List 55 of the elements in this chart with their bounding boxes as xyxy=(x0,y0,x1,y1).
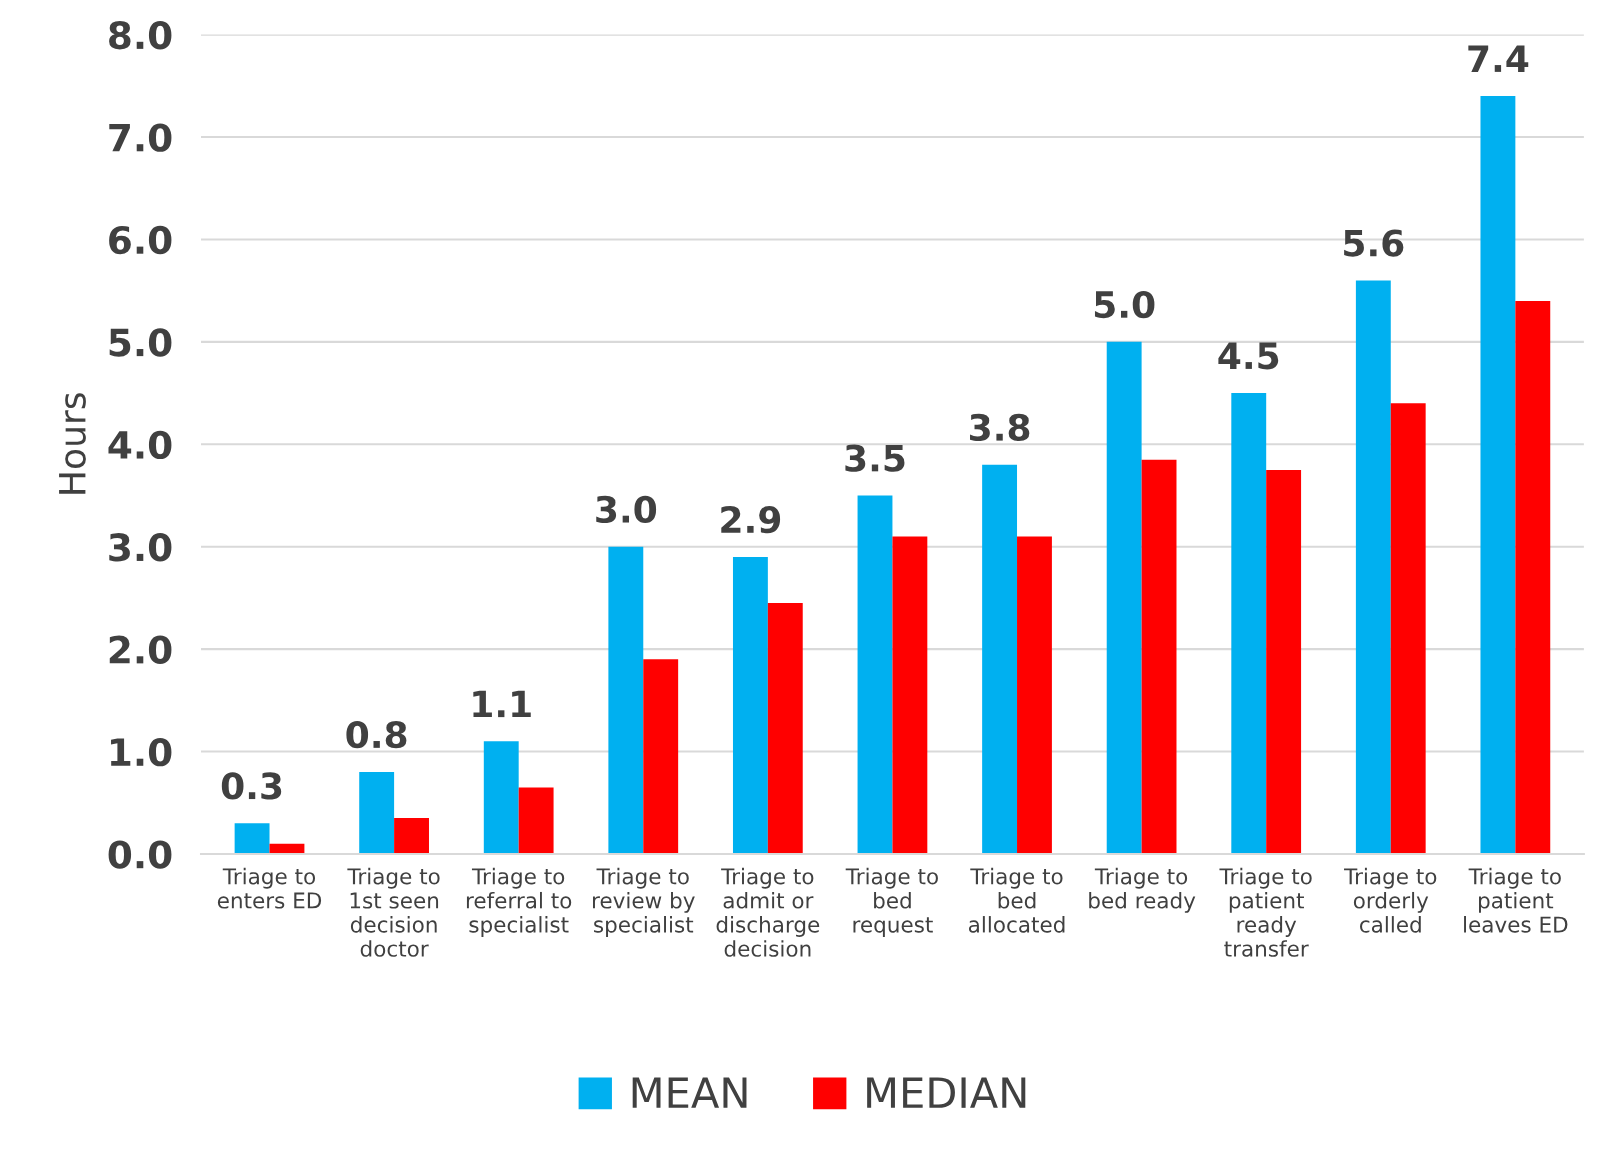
x-tick-label: Triage to bed allocated xyxy=(968,867,1065,933)
bar xyxy=(234,823,270,854)
y-tick-label: 6.0 xyxy=(109,225,172,255)
y-tick-label: 7.0 xyxy=(109,123,172,152)
bar xyxy=(1355,280,1391,854)
x-tick-label: Triage to patient leaves ED xyxy=(1464,867,1568,933)
y-tick-label: 0.0 xyxy=(108,840,172,869)
data-label: 3.5 xyxy=(845,444,905,472)
data-label: 5.0 xyxy=(1094,290,1155,319)
y-tick-label: 2.0 xyxy=(109,635,172,664)
bar xyxy=(394,818,429,854)
bar xyxy=(1480,96,1516,854)
bar xyxy=(1141,459,1177,854)
x-tick-label: Triage to admit or discharge decision xyxy=(716,867,820,957)
bar xyxy=(518,787,554,854)
x-tick-label: Triage to review by specialist xyxy=(593,867,695,937)
bar xyxy=(359,772,395,854)
bar xyxy=(857,495,893,854)
data-label: 4.5 xyxy=(1218,342,1279,370)
bar xyxy=(982,464,1018,854)
data-label: 0.8 xyxy=(346,721,407,749)
data-label: 2.9 xyxy=(721,505,781,534)
bar xyxy=(643,659,679,854)
y-tick-label: 3.0 xyxy=(109,533,172,562)
legend-label: MEDIAN xyxy=(867,1077,1026,1108)
data-label: 0.3 xyxy=(221,772,282,800)
legend-label: MEAN xyxy=(632,1077,747,1108)
x-tick-label: Triage to patient ready transfer xyxy=(1219,867,1312,957)
bar xyxy=(732,556,768,854)
bar xyxy=(1266,469,1302,854)
bar xyxy=(1515,300,1551,854)
bar xyxy=(1231,393,1267,854)
x-tick-label: Triage to orderly called xyxy=(1344,867,1437,933)
y-tick-label: 5.0 xyxy=(109,328,172,357)
x-tick-label: Triage to bed request xyxy=(845,867,938,937)
bar xyxy=(483,741,519,854)
bar xyxy=(1106,341,1142,854)
x-tick-label: Triage to bed ready xyxy=(1089,867,1196,913)
bar xyxy=(1017,536,1052,854)
x-tick-label: Triage to referral to specialist xyxy=(466,867,572,937)
y-tick-label: 1.0 xyxy=(111,737,172,767)
data-label: 3.0 xyxy=(596,495,657,524)
bar xyxy=(1390,403,1426,854)
data-label: 5.6 xyxy=(1344,229,1404,257)
data-label: 1.1 xyxy=(473,690,531,718)
data-label: 7.4 xyxy=(1468,45,1529,72)
bar xyxy=(608,546,644,854)
bar xyxy=(892,536,928,854)
bar xyxy=(767,603,803,854)
y-axis-title: Hours xyxy=(59,393,86,494)
data-label: 3.8 xyxy=(970,413,1030,442)
y-tick-label: 8.0 xyxy=(109,21,172,50)
y-tick-label: 4.0 xyxy=(108,430,172,460)
x-tick-label: Triage to 1st seen decision doctor xyxy=(347,867,440,957)
x-tick-label: Triage to enters ED xyxy=(217,867,322,909)
